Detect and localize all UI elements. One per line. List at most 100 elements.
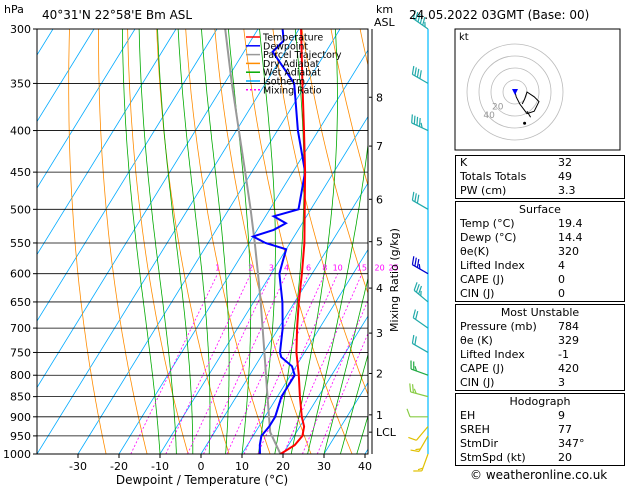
wind-barb-shaft [412, 73, 429, 84]
pressure-tick-label: 700 [10, 322, 31, 335]
wind-barb [411, 256, 429, 275]
wind-barb-shaft [410, 368, 429, 376]
stat-row: PW (cm) 3.3 [460, 184, 576, 197]
mixing-ratio-line [257, 273, 339, 454]
wind-barb-flag [417, 467, 424, 471]
footer-credit: © weatheronline.co.uk [470, 468, 608, 482]
wind-barb-flag [409, 383, 412, 393]
wind-barb-flag [414, 67, 417, 76]
mixing-ratio-label: 3 [269, 264, 274, 273]
km-tick-label: 8 [376, 91, 383, 104]
surface-title: Surface [519, 203, 561, 216]
wind-barb-shaft [418, 435, 429, 452]
wind-barb [411, 114, 429, 132]
legend-label: Mixing Ratio [263, 85, 322, 96]
wind-barb-flag [422, 16, 426, 26]
mixing-ratio-label: 20 [374, 264, 384, 273]
wind-barb-shaft [412, 317, 429, 329]
location-title: 40°31'N 22°58'E Bm ASL [42, 8, 192, 22]
pressure-tick-label: 1000 [3, 448, 31, 461]
wind-barb-flag [419, 70, 422, 79]
datetime-title: 24.05.2022 03GMT (Base: 00) [409, 8, 589, 22]
stat-row: θe (K) 329 [460, 334, 579, 347]
wind-barb-flag [413, 388, 417, 394]
wind-barb-flag [411, 65, 415, 75]
stat-row: CIN (J) 3 [460, 376, 565, 389]
indices-box: K 32 Totals Totals 49 PW (cm) 3.3 [455, 155, 625, 199]
wet-adiabat-line [122, 29, 161, 454]
wind-barb-shaft [415, 426, 429, 441]
storm-motion-line [526, 110, 532, 118]
wind-barb [412, 10, 429, 30]
stat-row: EH 9 [460, 409, 565, 422]
x-axis-label: Dewpoint / Temperature (°C) [116, 473, 288, 486]
wind-barb-shaft [412, 18, 429, 30]
isotherm-line [37, 29, 259, 389]
stat-row: Temp (°C) 19.4 [460, 217, 583, 230]
pressure-tick-label: 300 [10, 23, 31, 36]
stat-row: Dewp (°C) 14.4 [460, 231, 583, 244]
sounding-series [224, 29, 307, 454]
stats-panel: K 32 Totals Totals 49 PW (cm) 3.3 Surface T… [455, 155, 625, 468]
stat-row: Totals Totals 49 [460, 170, 572, 183]
wind-barb [408, 426, 429, 441]
wind-barb [406, 408, 428, 418]
wind-barb [413, 453, 429, 472]
km-axis: 8 7 6 5 4 3 2 1 LCL [369, 29, 397, 454]
legend-label: Isotherm [263, 77, 305, 88]
mixing-ratio-line [165, 273, 252, 454]
hpa-label: hPa [4, 3, 24, 16]
pressure-tick-label: 400 [10, 125, 31, 138]
wind-barb-shaft [412, 264, 429, 275]
mixing-ratio-line [187, 273, 272, 454]
stat-row: Lifted Index -1 [460, 348, 569, 361]
pressure-tick-label: 350 [10, 77, 31, 90]
mixing-ratio-label: 1 [215, 264, 220, 273]
most-unstable-title: Most Unstable [500, 306, 580, 319]
stat-row: CAPE (J) 0 [460, 273, 565, 286]
wind-barb-shaft [410, 391, 429, 398]
stat-row: StmSpd (kt) 20 [460, 451, 572, 464]
isotherm-line [241, 248, 368, 454]
dry-adiabat-line [68, 29, 107, 454]
temperature-tick-label: 10 [235, 460, 249, 473]
wind-barb-flag [420, 122, 423, 128]
wind-barb-flag [414, 193, 417, 202]
most-unstable-box: Most Unstable Pressure (mb) 784 θe (K) 329… [455, 304, 625, 391]
pressure-tick-label: 600 [10, 268, 31, 281]
stat-row: K 32 [460, 156, 572, 169]
km-tick-label: 4 [376, 282, 383, 295]
wind-barb-flag [418, 118, 421, 127]
stat-row: θe(K) 320 [460, 245, 579, 258]
wind-barb-flag [414, 366, 418, 372]
hodograph-unit-label: kt [459, 32, 469, 43]
km-tick-label: 3 [376, 327, 383, 340]
temperature-tick-label: 40 [358, 460, 372, 473]
wind-barb-shaft [412, 199, 429, 210]
wind-barb-flag [412, 309, 416, 318]
isotherm-line [37, 29, 95, 123]
temperature-tick-label: 30 [317, 460, 331, 473]
isotherm-line [118, 49, 368, 454]
stat-row: CIN (J) 0 [460, 287, 565, 300]
wind-barb-flag [413, 115, 416, 125]
isotherm-line [159, 115, 368, 454]
km-label: km [376, 3, 393, 16]
wind-barb-flag [414, 257, 417, 267]
mixing-ratio-axis-label: Mixing Ratio (g/kg) [388, 228, 401, 332]
mixing-ratio-label: 8 [322, 264, 327, 273]
wind-barb-shaft [411, 122, 429, 132]
wind-barb-shaft [412, 342, 429, 353]
temperature-tick-label: 0 [198, 460, 205, 473]
mixing-ratio-label: 4 [284, 264, 289, 273]
temperature-tick-label: -30 [69, 460, 87, 473]
temperature-tick-label: -20 [110, 460, 128, 473]
hodograph-trace [514, 91, 540, 115]
hodograph-ring-label: 40 [483, 111, 495, 121]
hodograph-ring-label: 20 [492, 102, 504, 112]
isotherms [37, 29, 368, 454]
isotherm-line [282, 315, 368, 454]
wind-barb-flag [416, 194, 420, 204]
